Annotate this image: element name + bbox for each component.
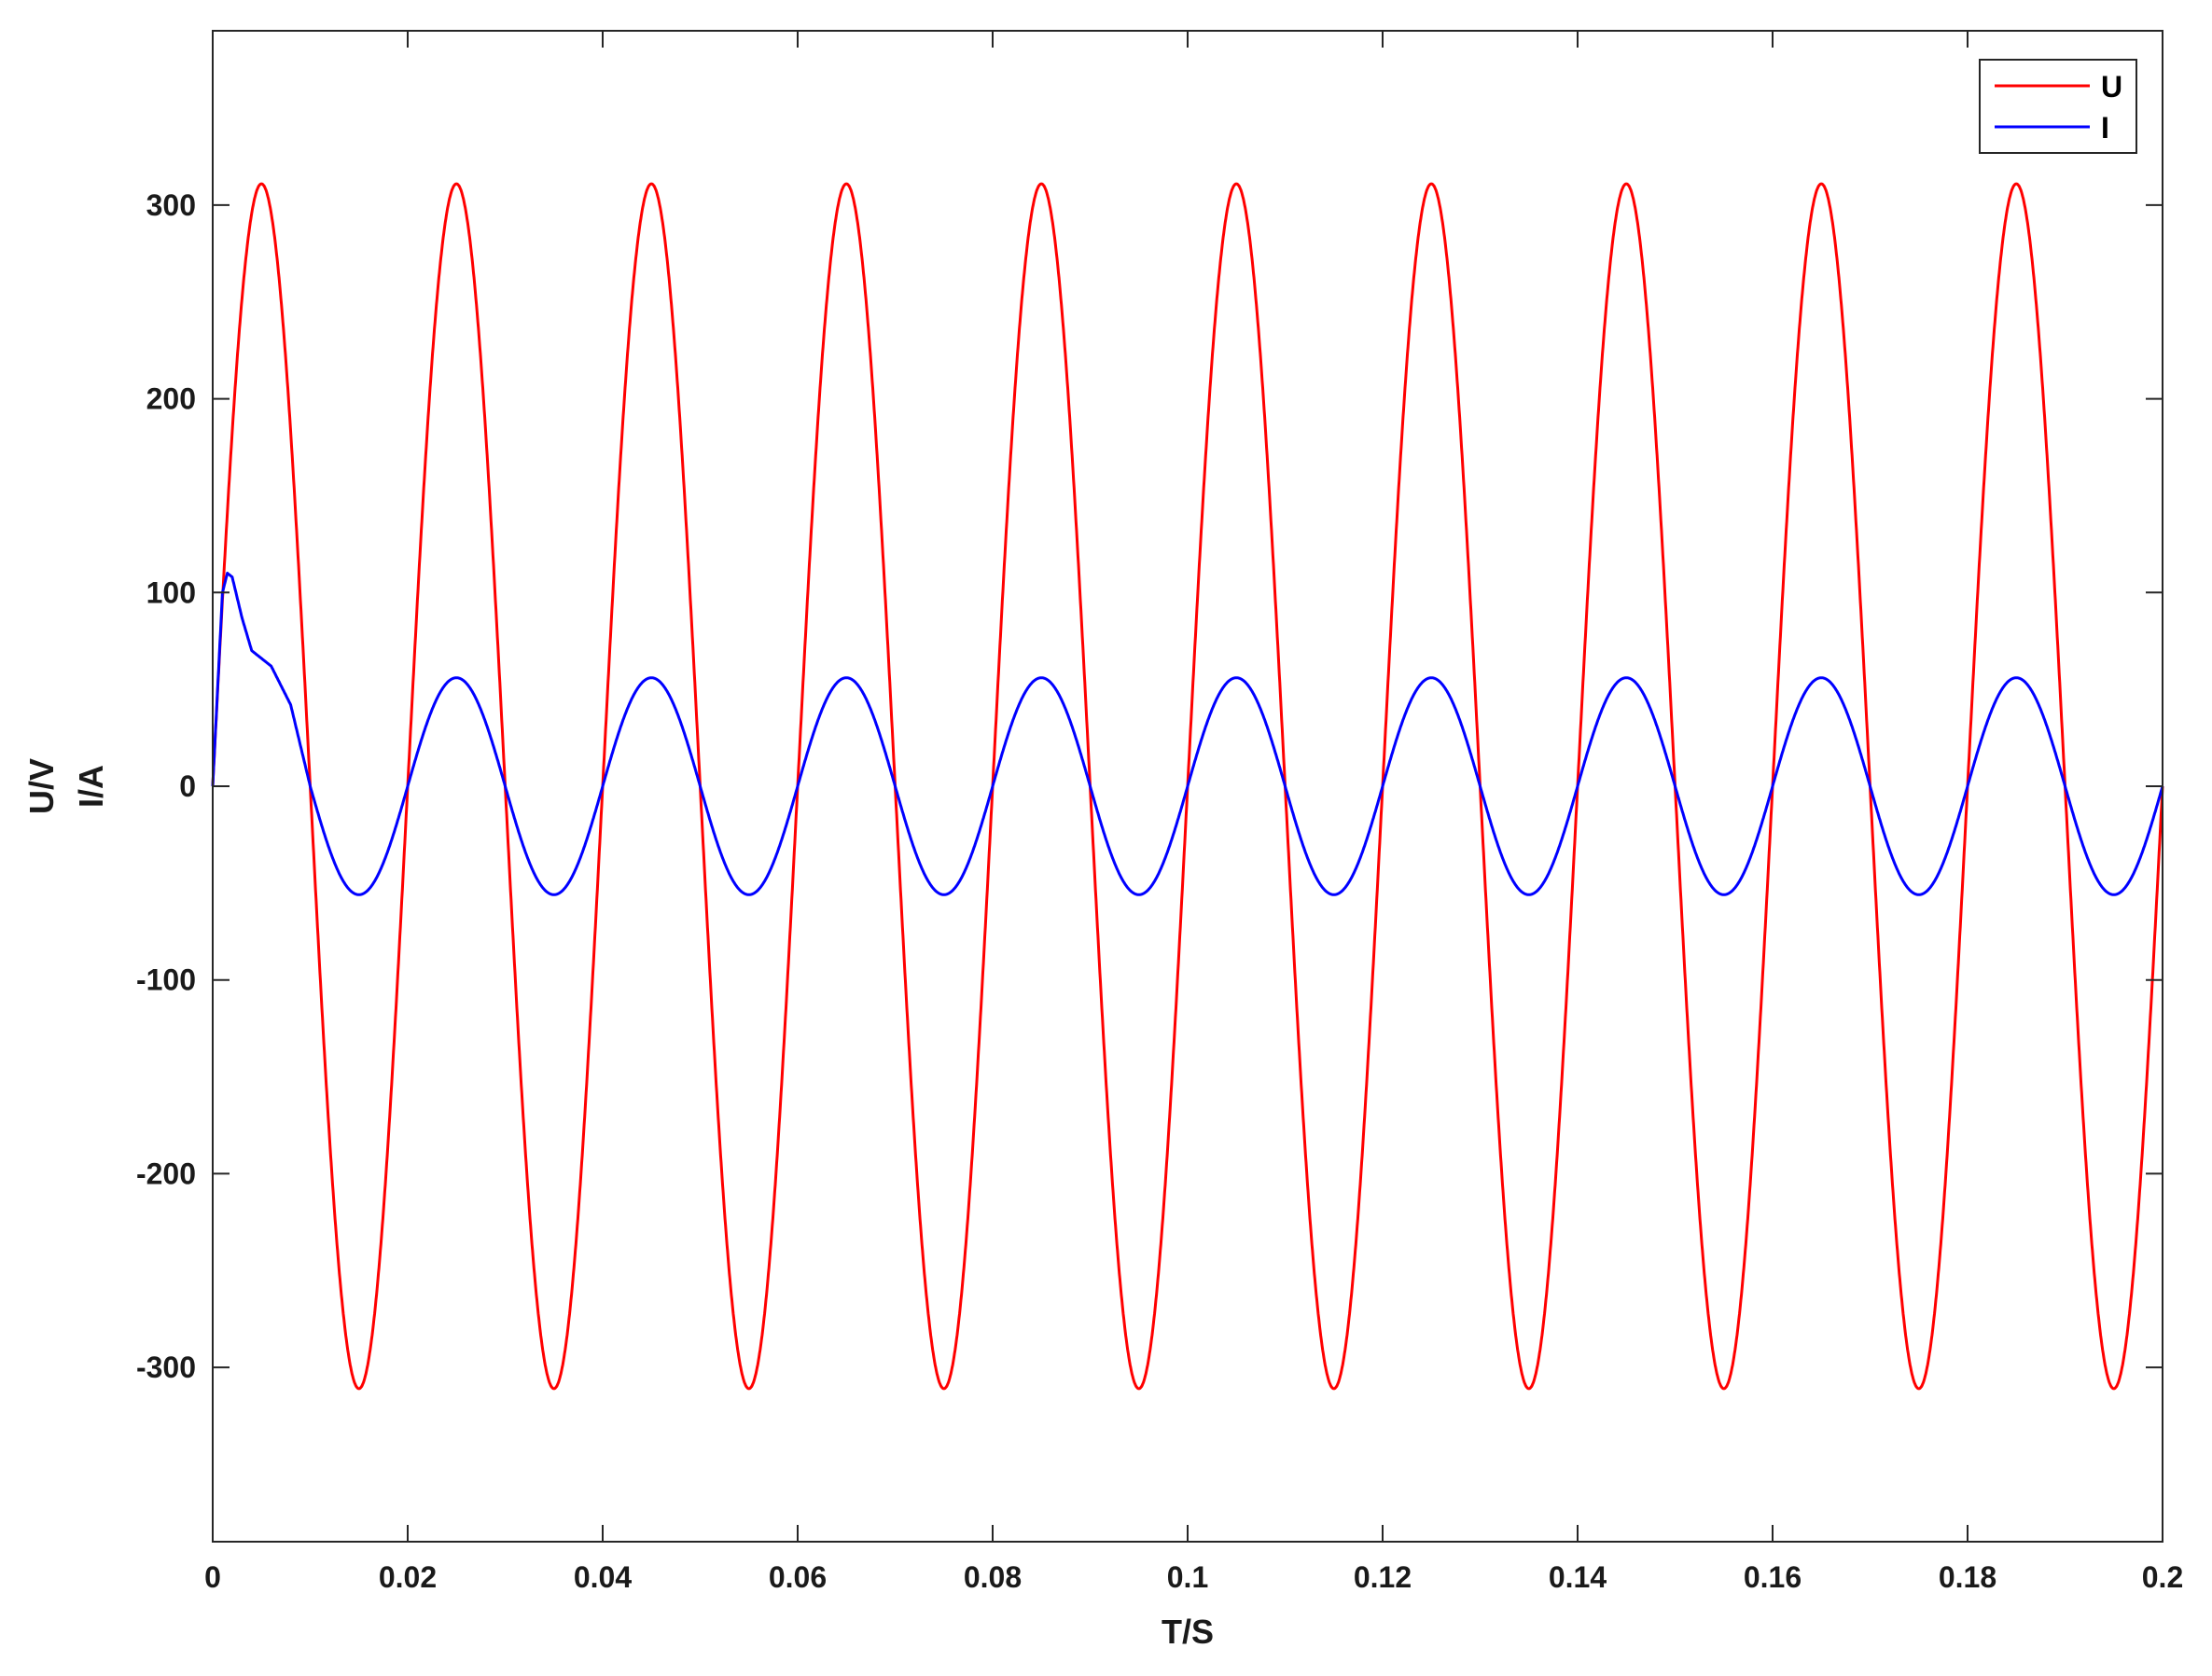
- x-tick-label: 0.1: [1167, 1560, 1208, 1594]
- x-tick-label: 0.12: [1354, 1560, 1412, 1594]
- series-line-i: [211, 572, 2164, 896]
- x-tick-label: 0.2: [2142, 1560, 2183, 1594]
- y-tick-label: 0: [179, 769, 196, 803]
- x-tick-label: 0.18: [1939, 1560, 1996, 1594]
- y-tick-label: 200: [146, 382, 196, 416]
- x-tick-label: 0: [204, 1560, 221, 1594]
- x-tick-label: 0.04: [574, 1560, 632, 1594]
- y-tick-label: 100: [146, 575, 196, 609]
- x-tick-label: 0.08: [964, 1560, 1022, 1594]
- legend: U I: [1979, 59, 2137, 154]
- y-tick-label: -300: [136, 1350, 196, 1384]
- ticks-layer: 0 0.02 0.04 0.06 0.08 0.1 0.12 0.14 0.16 0.18 0.2 -…: [136, 31, 2183, 1594]
- y-tick-label: -200: [136, 1157, 196, 1190]
- y-tick-label: -100: [136, 963, 196, 997]
- y-tick-label: 300: [146, 188, 196, 222]
- legend-label-i: I: [2101, 111, 2109, 145]
- series-layer: [211, 182, 2164, 1391]
- y-axis-label-voltage: U/V: [22, 758, 61, 814]
- x-axis-label: T/S: [1162, 1613, 1214, 1651]
- x-tick-label: 0.16: [1744, 1560, 1802, 1594]
- x-tick-label: 0.06: [769, 1560, 827, 1594]
- y-axis-label-current: I/A: [72, 765, 110, 808]
- x-tick-label: 0.14: [1549, 1560, 1607, 1594]
- legend-box: [1979, 59, 2137, 154]
- x-tick-label: 0.02: [379, 1560, 437, 1594]
- legend-label-u: U: [2101, 70, 2122, 104]
